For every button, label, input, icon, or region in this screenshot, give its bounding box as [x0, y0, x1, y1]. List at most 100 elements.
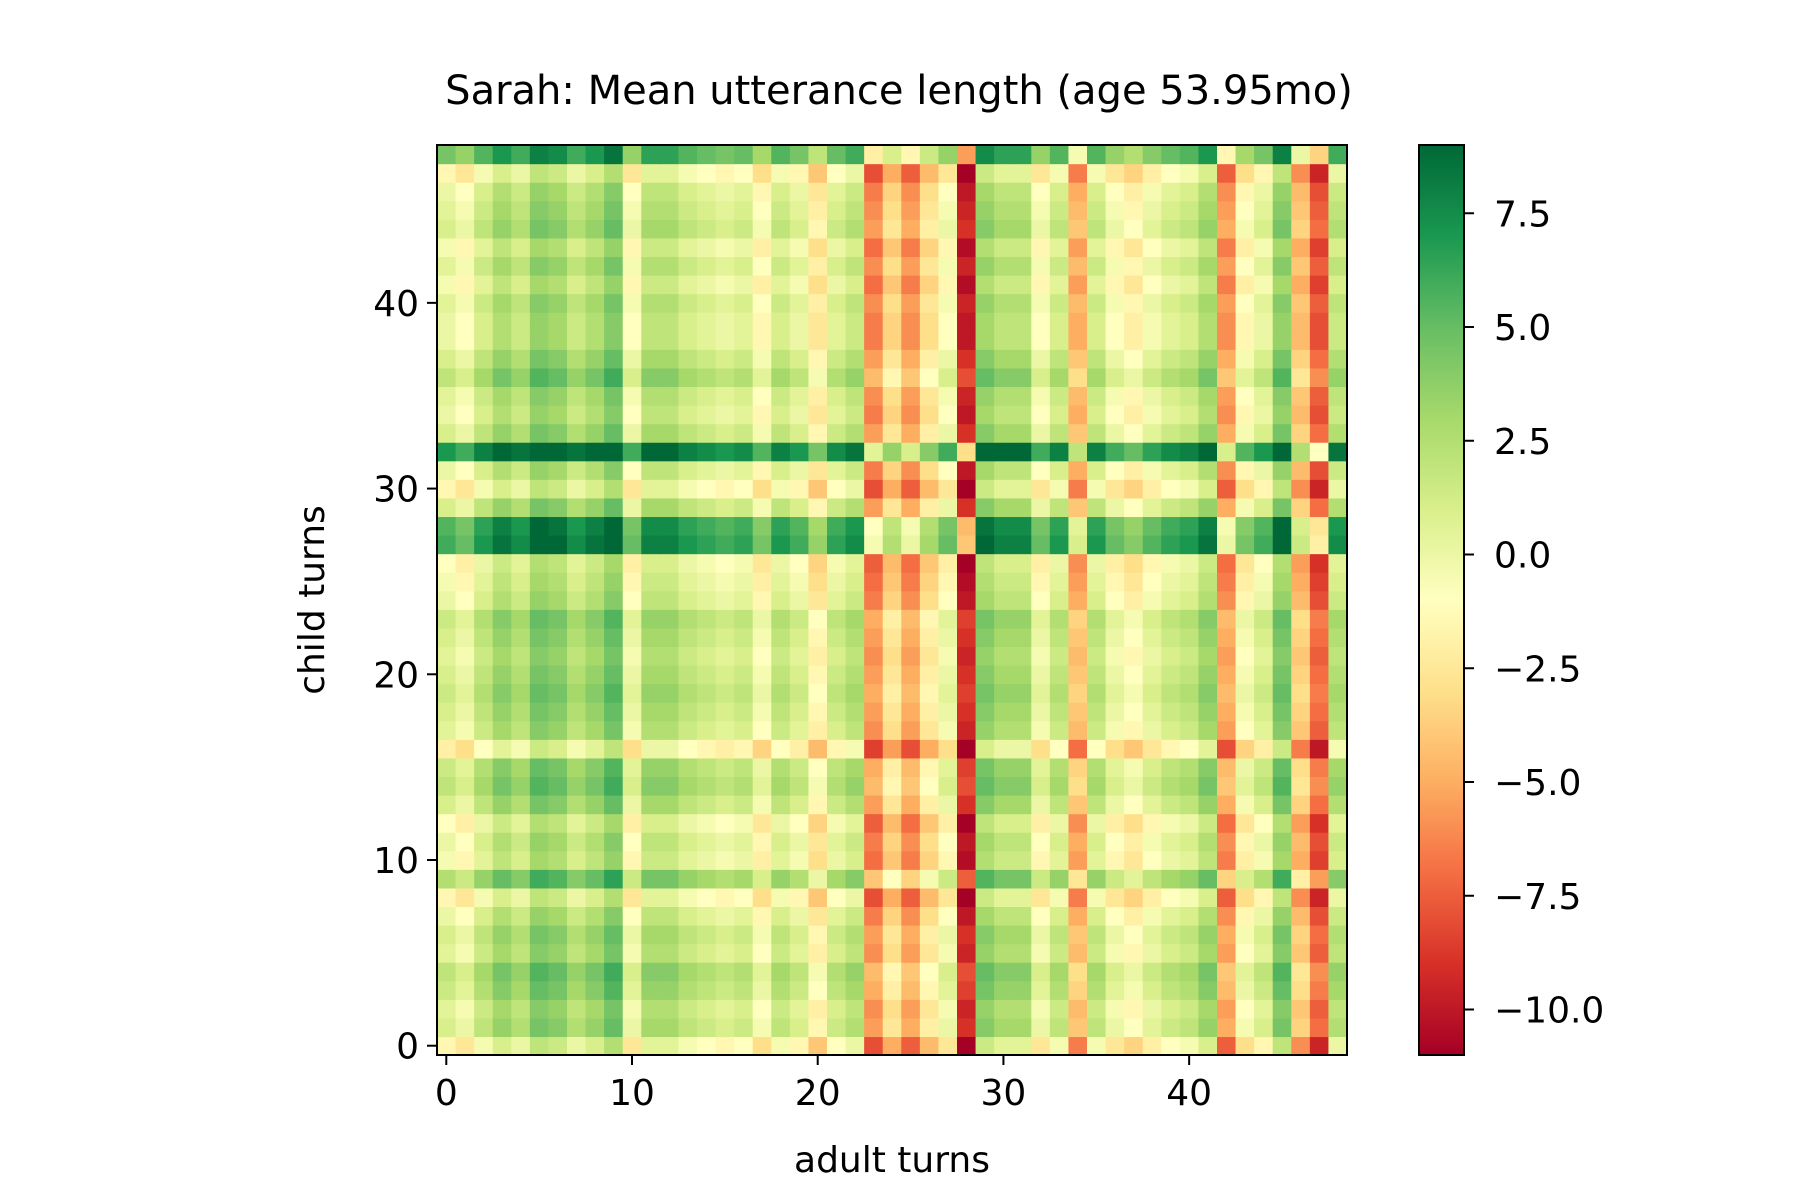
heatmap-cell [882, 423, 902, 443]
heatmap-cell [1105, 293, 1125, 313]
heatmap-cell [492, 702, 512, 722]
heatmap-cell [882, 832, 902, 852]
heatmap-cell [492, 757, 512, 778]
heatmap-cell [1309, 460, 1330, 480]
heatmap-cell [641, 553, 661, 573]
heatmap-cell [1049, 275, 1070, 295]
heatmap-cell [1068, 887, 1088, 908]
heatmap-cell [437, 367, 457, 388]
heatmap-cell [752, 702, 772, 722]
heatmap-cell [1142, 739, 1162, 759]
heatmap-cell [1124, 739, 1144, 759]
heatmap-cell [1254, 832, 1274, 852]
heatmap-cell [1217, 535, 1237, 555]
heatmap-cell [548, 349, 568, 369]
heatmap-cell [994, 535, 1014, 555]
heatmap-cell [938, 497, 958, 518]
heatmap-cell [864, 702, 884, 722]
heatmap-cell [1291, 925, 1311, 945]
heatmap-cell [1198, 367, 1218, 388]
heatmap-cell [1012, 999, 1032, 1019]
heatmap-cell [567, 627, 587, 648]
heatmap-cell [827, 943, 847, 963]
heatmap-cell [474, 999, 494, 1019]
heatmap-cell [548, 405, 568, 425]
heatmap-cell [1198, 757, 1218, 778]
heatmap-cell [511, 776, 531, 796]
heatmap-cell [808, 516, 828, 536]
heatmap-cell [1217, 516, 1237, 536]
heatmap-cell [845, 925, 865, 945]
heatmap-cell [1291, 275, 1311, 295]
heatmap-cell [678, 980, 698, 1000]
heatmap-cell [994, 330, 1014, 350]
heatmap-cell [901, 553, 921, 573]
heatmap-cell [1068, 163, 1088, 183]
heatmap-cell [994, 423, 1014, 443]
heatmap-cell [474, 609, 494, 629]
heatmap-cell [1309, 312, 1330, 332]
heatmap-cell [1272, 702, 1292, 722]
heatmap-cell [697, 609, 717, 629]
heatmap-cell [752, 423, 772, 443]
heatmap-cell [864, 219, 884, 239]
heatmap-cell [1328, 665, 1348, 685]
heatmap-cell [882, 1036, 902, 1056]
heatmap-cell [1142, 256, 1162, 276]
heatmap-cell [697, 702, 717, 722]
heatmap-cell [771, 200, 791, 220]
heatmap-cell [715, 646, 735, 666]
heatmap-cell [771, 330, 791, 350]
heatmap-cell [864, 925, 884, 945]
heatmap-cell [1068, 590, 1088, 610]
heatmap-cell [1012, 535, 1032, 555]
heatmap-cell [529, 163, 550, 183]
heatmap-cell [659, 943, 680, 963]
heatmap-cell [678, 200, 698, 220]
heatmap-cell [678, 553, 698, 573]
heatmap-cell [585, 535, 605, 555]
heatmap-cell [604, 627, 624, 648]
heatmap-cell [697, 442, 717, 462]
heatmap-cell [1179, 256, 1200, 276]
heatmap-cell [1291, 646, 1311, 666]
heatmap-cell [1068, 516, 1088, 536]
heatmap-cell [771, 572, 791, 592]
heatmap-cell [659, 757, 680, 778]
heatmap-cell [808, 349, 828, 369]
heatmap-cell [734, 739, 754, 759]
heatmap-cell [1031, 665, 1051, 685]
heatmap-cell [455, 386, 475, 406]
heatmap-cell [789, 349, 810, 369]
heatmap-cell [1105, 795, 1125, 815]
heatmap-cell [567, 1017, 587, 1038]
heatmap-cell [604, 906, 624, 926]
heatmap-cell [529, 182, 550, 202]
heatmap-cell [1291, 256, 1311, 276]
heatmap-cell [659, 627, 680, 648]
heatmap-cell [604, 795, 624, 815]
heatmap-cell [882, 980, 902, 1000]
heatmap-cell [1217, 386, 1237, 406]
heatmap-cell [474, 460, 494, 480]
heatmap-cell [1179, 219, 1200, 239]
heatmap-cell [1031, 1036, 1051, 1056]
heatmap-cell [474, 757, 494, 778]
heatmap-cell [1012, 795, 1032, 815]
heatmap-cell [548, 962, 568, 982]
heatmap-cell [752, 349, 772, 369]
heatmap-cell [957, 405, 977, 425]
heatmap-cell [511, 720, 531, 740]
heatmap-cell [1235, 813, 1255, 833]
heatmap-cell [1142, 683, 1162, 703]
heatmap-cell [1217, 683, 1237, 703]
heatmap-cell [529, 832, 550, 852]
heatmap-cell [567, 646, 587, 666]
heatmap-cell [789, 275, 810, 295]
heatmap-cell [1124, 1036, 1144, 1056]
heatmap-cell [789, 999, 810, 1019]
heatmap-cell [678, 906, 698, 926]
heatmap-cell [845, 330, 865, 350]
heatmap-cell [567, 795, 587, 815]
heatmap-cell [1142, 906, 1162, 926]
